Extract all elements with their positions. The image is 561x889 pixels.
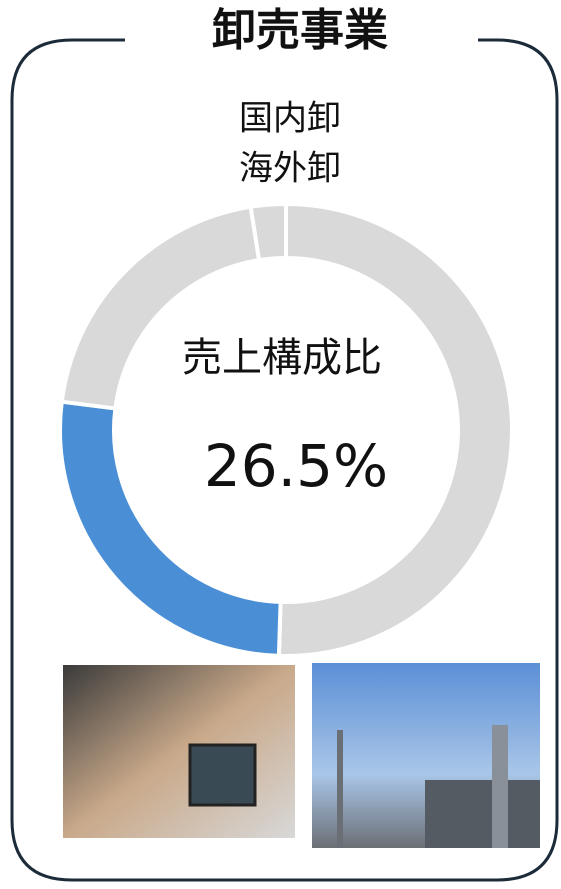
label: 国内卸: [239, 99, 341, 139]
donut: [58, 201, 514, 658]
photo-detail: [188, 743, 257, 807]
photo-detail: [492, 725, 508, 848]
photo-shop: [63, 665, 295, 838]
donut-segment: [276, 201, 514, 658]
photo-detail: [337, 730, 343, 848]
label: 海外卸: [239, 149, 341, 189]
center-value: 26.5%: [204, 432, 388, 500]
donut-segment: [248, 201, 288, 263]
chart-title: 卸売事業: [212, 5, 388, 56]
photo-detail: [425, 780, 540, 848]
center-label: 売上構成比: [182, 335, 382, 381]
frame: [10, 38, 559, 882]
